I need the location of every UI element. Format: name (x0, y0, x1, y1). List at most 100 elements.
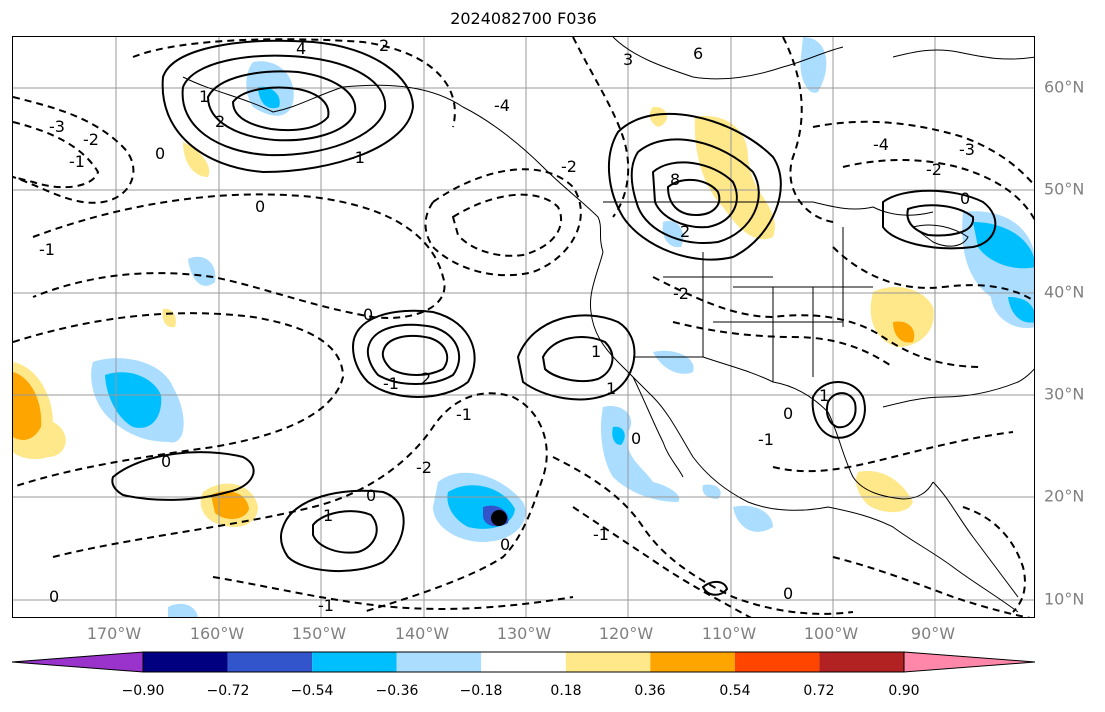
us-state-lines (663, 227, 873, 382)
lat-label-20n: 20°N (1044, 486, 1085, 506)
contour-label: 0 (363, 305, 373, 324)
colorbar-segment (650, 652, 735, 672)
colorbar-tick-label: −0.90 (121, 683, 165, 699)
shade-positive-canada (694, 116, 775, 240)
contour-dashed-south-3 (772, 431, 1014, 473)
contour-dashed-east-1 (842, 159, 1034, 221)
shade-positive-central-us-core (893, 321, 915, 343)
map-svg: 4 2 6 -3 -2 -1 0 3 8 -4 -2 1 2 0 -1 -4 -… (13, 37, 1034, 617)
contour-ne-low-1 (882, 189, 997, 250)
colorbar-segment (481, 652, 566, 672)
colorbar-tick-label: −0.72 (206, 683, 250, 699)
lat-label-10n: 10°N (1044, 589, 1085, 609)
contour-low-alaska-3 (206, 70, 357, 142)
contour-label: -1 (383, 374, 399, 393)
contour-dashed-south-4 (832, 556, 1031, 617)
contour-dashed-north-2 (782, 37, 834, 223)
canada-north (612, 37, 844, 80)
contour-label: 6 (693, 44, 703, 63)
shade-negative-baja-core (612, 426, 625, 445)
shade-negative-east-core2 (1008, 297, 1034, 323)
contour-label: 0 (49, 587, 59, 606)
hudson (892, 49, 1034, 60)
contour-low-20n (279, 489, 405, 572)
shading-layer (13, 37, 1034, 617)
shade-negative-bc (662, 221, 684, 248)
colorbar-segment (396, 652, 482, 672)
contour-dashed-north-1 (572, 37, 630, 218)
contour-label: 0 (255, 197, 265, 216)
contour-low-20n-2 (312, 510, 378, 554)
shade-positive-nw (183, 142, 210, 177)
contour-label: 1 (606, 379, 616, 398)
contour-dashed-west-2 (13, 121, 100, 189)
shade-positive-left-core (13, 372, 42, 440)
contour-label: -1 (69, 152, 85, 171)
colorbar-segment (227, 652, 313, 672)
shade-negative-left-core (105, 372, 162, 428)
contour-high-140w-3 (381, 334, 449, 376)
contour-dashed-arc-2 (13, 312, 345, 488)
contours-dashed (13, 37, 1034, 617)
colorbar-tick-label: −0.36 (375, 683, 419, 699)
contour-label: 1 (199, 87, 209, 106)
contour-high-bc-1 (607, 112, 782, 261)
shade-positive-nw-2 (649, 106, 668, 127)
contour-label: 0 (366, 486, 376, 505)
contour-high-125w-2 (541, 336, 614, 383)
contour-label: -2 (83, 130, 99, 149)
contour-label: 2 (379, 37, 389, 55)
colorbar-tick-label: 0.90 (888, 683, 920, 699)
contour-label: -2 (673, 284, 689, 303)
colorbar-segment (143, 652, 228, 672)
colorbar-tick-label: 0.72 (803, 683, 835, 699)
shade-negative-mexico-2 (702, 484, 721, 499)
contour-dashed-east-2 (832, 246, 1034, 302)
contour-label: -1 (39, 240, 55, 259)
shade-negative-east-core (973, 222, 1034, 269)
shade-positive-central-us (870, 287, 934, 347)
contour-label: 3 (623, 50, 633, 69)
contour-label: -3 (49, 117, 65, 136)
alaska-coast (182, 76, 604, 253)
colorbar-outline (142, 651, 905, 673)
contour-label: -2 (416, 458, 432, 477)
contour-label: 0 (155, 144, 165, 163)
shade-negative-bottom-left (168, 603, 198, 617)
contour-dashed-se (962, 506, 1026, 613)
shade-center-dot (491, 510, 507, 526)
contour-low-alaska-4 (231, 86, 330, 132)
contour-label: -1 (349, 148, 365, 167)
contour-dashed-south-2 (572, 506, 752, 617)
shade-negative-northeast (800, 37, 827, 93)
contour-dashed-south-1 (552, 456, 854, 615)
shade-positive-gulf (856, 471, 913, 513)
contour-dashed-west-1 (13, 96, 135, 204)
contour-label: 8 (670, 170, 680, 189)
contour-high-140w-2 (366, 323, 461, 385)
contour-label: 0 (500, 535, 510, 554)
contour-label: 1 (819, 386, 829, 405)
contour-dashed-alaska-outer (132, 38, 456, 128)
shade-positive-20n-core (211, 491, 249, 519)
contour-small-right (701, 581, 729, 596)
contour-high-bc-2 (630, 138, 760, 244)
lat-label-30n: 30°N (1044, 384, 1085, 404)
lat-label-50n: 50°N (1044, 179, 1085, 199)
contour-label: -1 (758, 430, 774, 449)
contour-label: 0 (960, 189, 970, 208)
contour-label: -4 (873, 135, 889, 154)
contour-label: 0 (783, 584, 793, 603)
west-coast-us (589, 251, 1019, 613)
lon-label-120w: 120°W (598, 624, 654, 643)
shade-positive-pacific-small (162, 308, 176, 328)
lon-label-90w: 90°W (910, 624, 956, 643)
contour-dashed-arc-3 (52, 392, 548, 613)
contour-dashed-bottom (212, 576, 574, 610)
contour-gulf-high (811, 381, 866, 439)
contour-label: -2 (926, 160, 942, 179)
contour-label: -2 (561, 157, 577, 176)
chart-title: 2024082700 F036 (450, 9, 597, 28)
colorbar-tick-label: 0.18 (550, 683, 582, 699)
shade-negative-pacific-small (188, 256, 216, 286)
